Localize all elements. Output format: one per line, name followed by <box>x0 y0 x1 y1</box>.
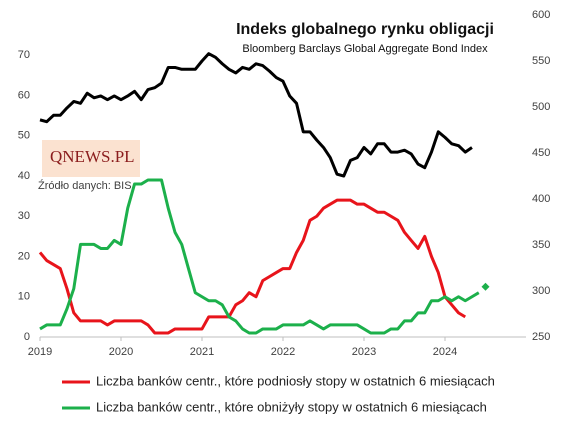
x-tick-label: 2022 <box>271 346 295 358</box>
chart-title: Indeks globalnego rynku obligacji <box>236 21 494 38</box>
logo-box <box>42 140 140 177</box>
y-tick-label: 0 <box>24 331 30 343</box>
y2-tick-label: 600 <box>532 9 550 21</box>
y-tick-label: 40 <box>18 170 30 182</box>
x-tick-label: 2020 <box>109 346 133 358</box>
y2-tick-label: 250 <box>532 331 550 343</box>
logo: QNEWS.PL <box>50 147 135 166</box>
y2-tick-label: 450 <box>532 147 550 159</box>
x-tick-label: 2023 <box>352 346 376 358</box>
legend-label: Liczba banków centr., które podniosły st… <box>96 373 495 388</box>
y-tick-label: 70 <box>18 49 30 61</box>
y-tick-label: 30 <box>18 210 30 222</box>
marker <box>481 282 490 291</box>
y-tick-label: 20 <box>18 250 30 262</box>
source: Źródło danych: BIS <box>38 179 132 192</box>
y-tick-label: 60 <box>18 89 30 101</box>
y-tick-label: 50 <box>18 130 30 142</box>
legend-label: Liczba banków centr., które obniżyły sto… <box>96 399 487 414</box>
chart-subtitle: Bloomberg Barclays Global Aggregate Bond… <box>242 43 488 55</box>
series-line <box>39 178 480 335</box>
y2-tick-label: 500 <box>532 101 550 113</box>
y2-tick-label: 550 <box>532 55 550 67</box>
x-tick-label: 2024 <box>433 346 457 358</box>
y2-tick-label: 350 <box>532 239 550 251</box>
series-line <box>38 198 467 335</box>
y2-tick-label: 300 <box>532 285 550 297</box>
x-tick-label: 2019 <box>28 346 52 358</box>
y2-tick-label: 400 <box>532 193 550 205</box>
series-line <box>39 52 473 178</box>
y-tick-label: 10 <box>18 291 30 303</box>
x-tick-label: 2021 <box>190 346 214 358</box>
